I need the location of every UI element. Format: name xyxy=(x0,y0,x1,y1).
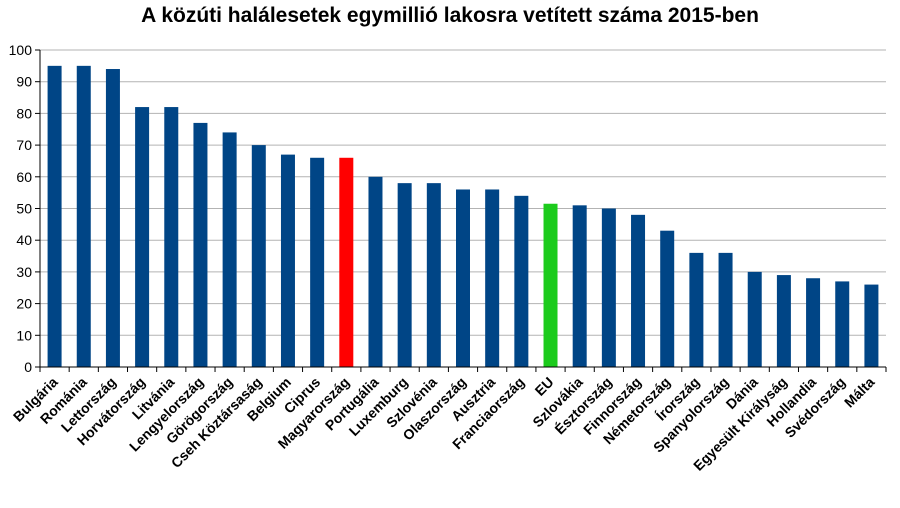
y-tick-label: 90 xyxy=(16,74,32,90)
bar xyxy=(339,157,354,367)
bar xyxy=(660,230,675,367)
bar xyxy=(426,183,441,367)
y-tick-label: 20 xyxy=(16,296,32,312)
bar xyxy=(251,145,266,367)
x-tick-label: Málta xyxy=(841,374,878,411)
bar xyxy=(397,183,412,367)
bar xyxy=(485,189,500,367)
bar xyxy=(776,275,791,367)
bar xyxy=(310,157,325,367)
bar xyxy=(835,281,850,367)
bar xyxy=(689,252,704,367)
y-tick-label: 60 xyxy=(16,169,32,185)
y-tick-label: 0 xyxy=(24,359,32,375)
bar xyxy=(806,278,821,367)
bar xyxy=(456,189,470,367)
bar xyxy=(718,252,733,367)
bar xyxy=(193,122,208,367)
bar xyxy=(47,65,62,367)
bar xyxy=(105,69,120,368)
bar xyxy=(747,271,762,367)
y-tick-label: 40 xyxy=(16,232,32,248)
axes xyxy=(39,50,886,368)
bar xyxy=(572,205,587,367)
y-tick-label: 10 xyxy=(16,327,32,343)
y-tick-label: 70 xyxy=(16,137,32,153)
bar xyxy=(280,154,295,367)
bar xyxy=(135,107,150,367)
category-labels: BulgáriaRomániaLettországHorvátországLit… xyxy=(10,367,887,474)
bar xyxy=(601,208,616,367)
bar xyxy=(631,214,646,367)
bar xyxy=(76,65,91,367)
bar xyxy=(543,203,558,367)
bar xyxy=(368,176,383,367)
bar xyxy=(864,284,879,367)
bar xyxy=(164,107,179,367)
y-axis-ticks: 0 10 20 30 40 50 60 70 80 90 100 xyxy=(9,42,40,375)
y-tick-label: 80 xyxy=(16,105,32,121)
y-tick-label: 30 xyxy=(16,264,32,280)
chart-title: A közúti halálesetek egymillió lakosra v… xyxy=(141,4,759,27)
bar xyxy=(222,132,237,367)
y-tick-label: 100 xyxy=(9,42,33,58)
y-tick-label: 50 xyxy=(16,201,32,217)
bars xyxy=(47,65,879,368)
bar xyxy=(514,195,529,367)
